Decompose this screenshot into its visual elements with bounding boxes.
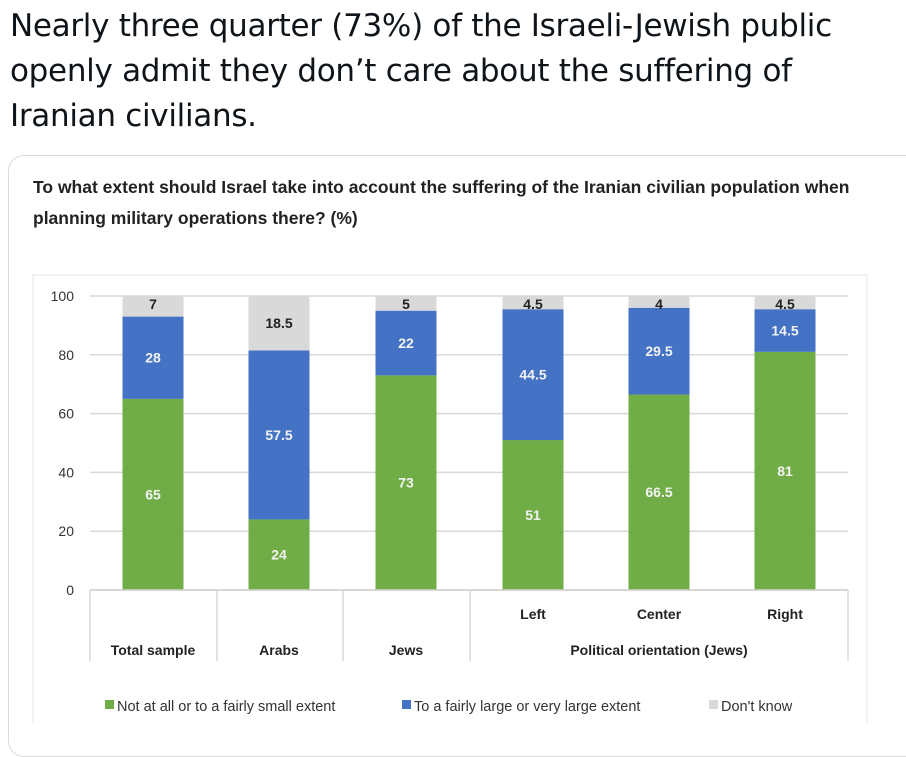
x-subcategory-label: Right [767,606,803,622]
x-group-label: Jews [389,642,423,658]
legend-swatch [709,700,718,709]
bar-segment [122,296,184,317]
bar-segment [248,296,310,351]
y-tick-label: 20 [58,523,74,539]
data-label: 65 [145,486,161,502]
bar-segment [628,394,690,590]
x-group-label: Arabs [259,642,299,658]
data-label: 4 [655,296,663,312]
bar-segment [122,316,184,399]
tweet-text: Nearly three quarter (73%) of the Israel… [10,8,832,134]
bar-segment [754,296,816,310]
bar-segment [502,309,564,441]
data-label: 24 [271,547,287,563]
data-label: 28 [145,350,161,366]
data-label: 51 [525,507,541,523]
legend-label: Not at all or to a fairly small extent [117,699,335,715]
legend-label: Don't know [721,699,793,715]
bar-segment [502,440,564,590]
data-label: 14.5 [771,323,798,339]
bar-segment [248,350,310,520]
data-label: 7 [149,296,157,312]
data-label: 44.5 [519,367,546,383]
data-label: 73 [398,475,414,491]
data-label: 66.5 [645,484,672,500]
x-group-label: Total sample [111,642,196,658]
y-tick-label: 60 [58,406,74,422]
bar-segment [502,296,564,310]
y-tick-label: 80 [58,347,74,363]
data-label: 22 [398,335,414,351]
bar-segment [375,296,437,311]
y-tick-label: 100 [51,288,75,304]
bar-segment [628,296,690,308]
stacked-bar-chart: 020406080100652872457.518.5732255144.54.… [32,274,868,723]
legend-swatch [105,700,114,709]
bar-segment [122,398,184,590]
y-tick-label: 40 [58,464,74,480]
legend-label: To a fairly large or very large extent [414,699,640,715]
chart-title: To what extent should Israel take into a… [33,177,850,228]
data-label: 81 [777,463,793,479]
data-label: 57.5 [265,427,292,443]
bar-segment [248,519,310,590]
y-tick-label: 0 [66,582,74,598]
bar-segment [375,310,437,376]
legend-swatch [402,700,411,709]
data-label: 4.5 [523,296,543,312]
bar-segment [754,351,816,590]
data-label: 18.5 [265,315,292,331]
chart-frame [32,274,868,723]
bar-segment [375,375,437,590]
data-label: 29.5 [645,343,672,359]
bar-segment [628,307,690,395]
x-subcategory-label: Center [637,606,682,622]
data-label: 5 [402,296,410,312]
data-label: 4.5 [775,296,795,312]
x-group-label: Political orientation (Jews) [570,642,747,658]
x-subcategory-label: Left [520,606,546,622]
bar-segment [754,309,816,352]
